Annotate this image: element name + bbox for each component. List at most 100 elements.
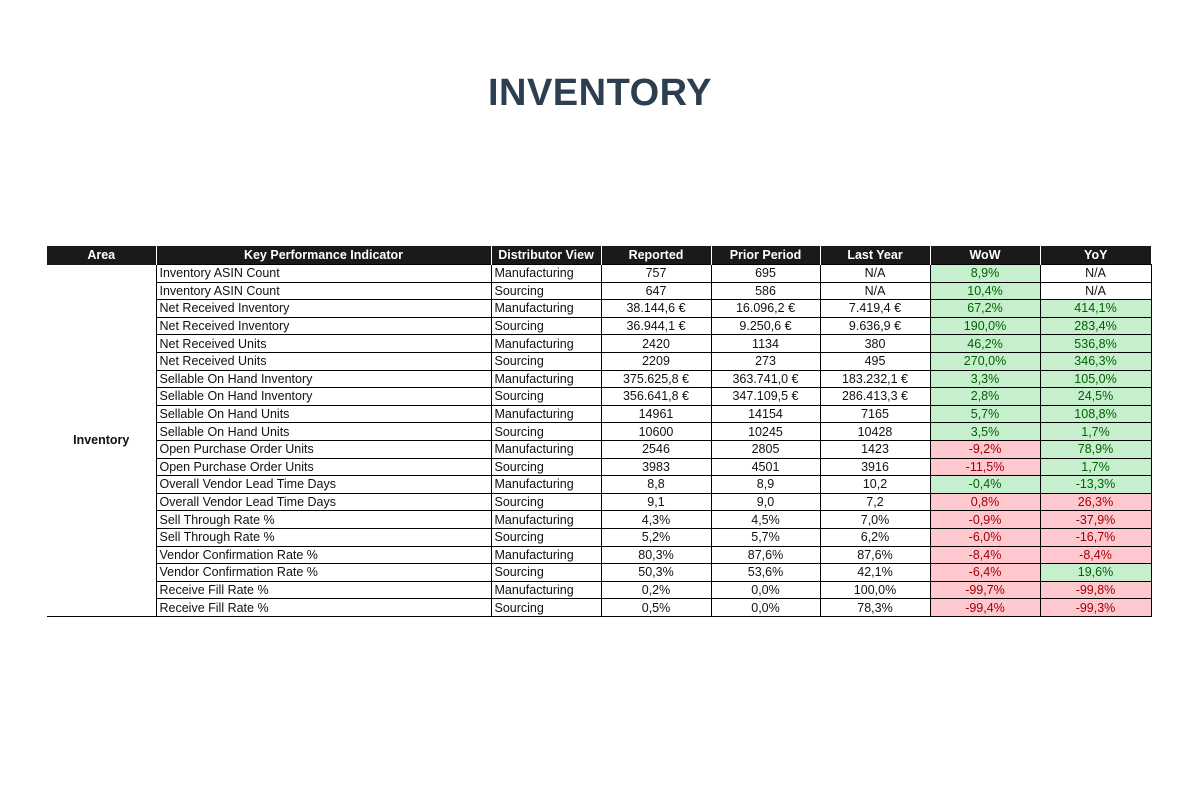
last-year-cell: 100,0% — [819, 580, 931, 600]
table-body: Inventory Inventory ASIN Count Manufacturi… — [47, 264, 1152, 617]
distributor-view-cell: Manufacturing — [490, 510, 602, 529]
prior-period-cell: 14154 — [710, 404, 821, 424]
last-year-cell: 1423 — [819, 439, 931, 459]
distributor-view-cell: Sourcing — [490, 457, 602, 477]
table-row: Vendor Confirmation Rate % Manufacturing 8… — [47, 545, 1152, 565]
yoy-cell: 1,7% — [1039, 457, 1152, 477]
reported-cell: 2209 — [600, 351, 712, 371]
page-title: INVENTORY — [487, 72, 713, 114]
prior-period-cell: 4501 — [710, 457, 821, 477]
last-year-cell: 87,6% — [819, 545, 931, 565]
wow-cell: 67,2% — [929, 299, 1041, 318]
prior-period-cell: 273 — [710, 351, 821, 371]
yoy-cell: 24,5% — [1039, 387, 1152, 406]
kpi-name-cell: Open Purchase Order Units — [155, 439, 492, 459]
last-year-cell: 42,1% — [819, 563, 931, 582]
header-area: Area — [47, 246, 156, 265]
yoy-cell: -37,9% — [1039, 510, 1152, 529]
distributor-view-cell: Sourcing — [490, 281, 602, 301]
reported-cell: 2546 — [600, 439, 712, 459]
prior-period-cell: 1134 — [710, 334, 821, 353]
distributor-view-cell: Manufacturing — [490, 545, 602, 565]
prior-period-cell: 5,7% — [710, 527, 821, 547]
wow-cell: -11,5% — [929, 457, 1041, 477]
kpi-name-cell: Sell Through Rate % — [155, 510, 492, 529]
wow-cell: -0,9% — [929, 510, 1041, 529]
reported-cell: 50,3% — [600, 563, 712, 582]
yoy-cell: -99,3% — [1039, 598, 1152, 617]
last-year-cell: 7,0% — [819, 510, 931, 529]
table-header-row: Area Key Performance Indicator Distribut… — [47, 246, 1151, 265]
kpi-name-cell: Net Received Units — [155, 334, 492, 353]
reported-cell: 0,5% — [600, 598, 712, 617]
yoy-cell: 105,0% — [1039, 369, 1152, 389]
table-row: Sellable On Hand Units Manufacturing 14961… — [47, 404, 1152, 424]
yoy-cell: 78,9% — [1039, 439, 1152, 459]
distributor-view-cell: Manufacturing — [490, 334, 602, 353]
reported-cell: 2420 — [600, 334, 712, 353]
yoy-cell: 26,3% — [1039, 492, 1152, 512]
wow-cell: 0,8% — [929, 492, 1041, 512]
last-year-cell: 7,2 — [819, 492, 931, 512]
table-row: Sellable On Hand Units Sourcing 10600 10245… — [47, 422, 1152, 441]
reported-cell: 757 — [600, 264, 712, 283]
distributor-view-cell: Manufacturing — [490, 369, 602, 389]
distributor-view-cell: Sourcing — [490, 527, 602, 547]
table-row: Receive Fill Rate % Sourcing 0,5% 0,0% 78,3%… — [47, 598, 1152, 617]
header-prior-period: Prior Period — [710, 246, 820, 265]
wow-cell: -6,0% — [929, 527, 1041, 547]
distributor-view-cell: Sourcing — [490, 598, 602, 617]
table-row: Vendor Confirmation Rate % Sourcing 50,3% 5… — [47, 563, 1152, 582]
kpi-name-cell: Open Purchase Order Units — [155, 457, 492, 477]
wow-cell: 270,0% — [929, 351, 1041, 371]
reported-cell: 3983 — [600, 457, 712, 477]
last-year-cell: 9.636,9 € — [819, 316, 931, 336]
last-year-cell: N/A — [819, 264, 931, 283]
table-row: Net Received Units Manufacturing 2420 1134 3… — [47, 334, 1152, 353]
prior-period-cell: 4,5% — [710, 510, 821, 529]
last-year-cell: 495 — [819, 351, 931, 371]
kpi-name-cell: Receive Fill Rate % — [155, 580, 492, 600]
last-year-cell: 183.232,1 € — [819, 369, 931, 389]
prior-period-cell: 586 — [710, 281, 821, 301]
distributor-view-cell: Manufacturing — [490, 404, 602, 424]
reported-cell: 5,2% — [600, 527, 712, 547]
kpi-name-cell: Inventory ASIN Count — [155, 264, 492, 283]
distributor-view-cell: Manufacturing — [490, 439, 602, 459]
table-row: Overall Vendor Lead Time Days Sourcing 9,1… — [47, 492, 1152, 512]
prior-period-cell: 9.250,6 € — [710, 316, 821, 336]
last-year-cell: 10428 — [819, 422, 931, 441]
reported-cell: 356.641,8 € — [600, 387, 712, 406]
wow-cell: 2,8% — [929, 387, 1041, 406]
yoy-cell: -16,7% — [1039, 527, 1152, 547]
reported-cell: 647 — [600, 281, 712, 301]
prior-period-cell: 87,6% — [710, 545, 821, 565]
wow-cell: 3,3% — [929, 369, 1041, 389]
prior-period-cell: 2805 — [710, 439, 821, 459]
prior-period-cell: 0,0% — [710, 598, 821, 617]
table-row: Inventory Inventory ASIN Count Manufacturi… — [47, 264, 1152, 617]
reported-cell: 10600 — [600, 422, 712, 441]
header-distributor-view: Distributor View — [490, 246, 601, 265]
table-row: Inventory ASIN Count Sourcing 647 586 N/A 10,… — [47, 281, 1152, 301]
table-row: Net Received Inventory Manufacturing 38.14… — [47, 299, 1152, 318]
prior-period-cell: 695 — [710, 264, 821, 283]
table-row: Open Purchase Order Units Sourcing 3983 450… — [47, 457, 1152, 477]
header-reported: Reported — [600, 246, 711, 265]
reported-cell: 38.144,6 € — [600, 299, 712, 318]
yoy-cell: -13,3% — [1039, 475, 1152, 494]
prior-period-cell: 16.096,2 € — [710, 299, 821, 318]
wow-cell: -6,4% — [929, 563, 1041, 582]
area-cell: Inventory — [47, 264, 157, 617]
wow-cell: 3,5% — [929, 422, 1041, 441]
reported-cell: 80,3% — [600, 545, 712, 565]
wow-cell: 10,4% — [929, 281, 1041, 301]
kpi-name-cell: Net Received Inventory — [155, 316, 492, 336]
table-row: Sell Through Rate % Manufacturing 4,3% 4,5%… — [47, 510, 1152, 529]
table-row: Sellable On Hand Inventory Sourcing 356.64… — [47, 387, 1152, 406]
yoy-cell: 19,6% — [1039, 563, 1152, 582]
reported-cell: 36.944,1 € — [600, 316, 712, 336]
wow-cell: 8,9% — [929, 264, 1041, 283]
reported-cell: 8,8 — [600, 475, 712, 494]
prior-period-cell: 347.109,5 € — [710, 387, 821, 406]
